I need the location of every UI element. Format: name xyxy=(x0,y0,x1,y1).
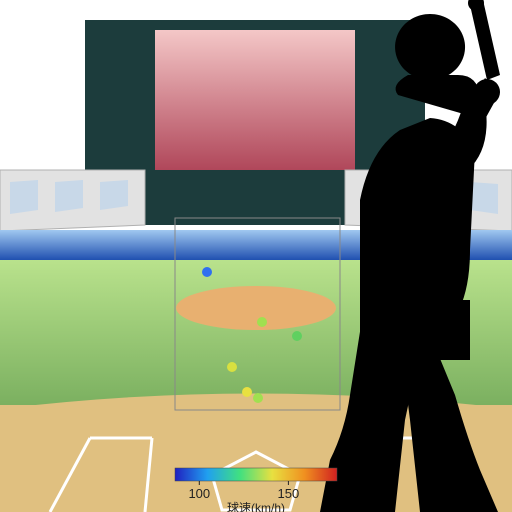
colorbar-tick-label: 100 xyxy=(188,486,210,501)
pitch-marker xyxy=(253,393,263,403)
colorbar-axis-label: 球速(km/h) xyxy=(227,501,285,512)
pitching-mound xyxy=(176,286,336,330)
pitch-location-chart: 100 150球速(km/h) xyxy=(0,0,512,512)
pitch-marker xyxy=(242,387,252,397)
scoreboard-screen xyxy=(155,30,355,170)
pitch-marker xyxy=(202,267,212,277)
pitch-marker xyxy=(227,362,237,372)
pitch-marker xyxy=(292,331,302,341)
pitch-marker xyxy=(257,317,267,327)
colorbar-tick-label: 150 xyxy=(278,486,300,501)
